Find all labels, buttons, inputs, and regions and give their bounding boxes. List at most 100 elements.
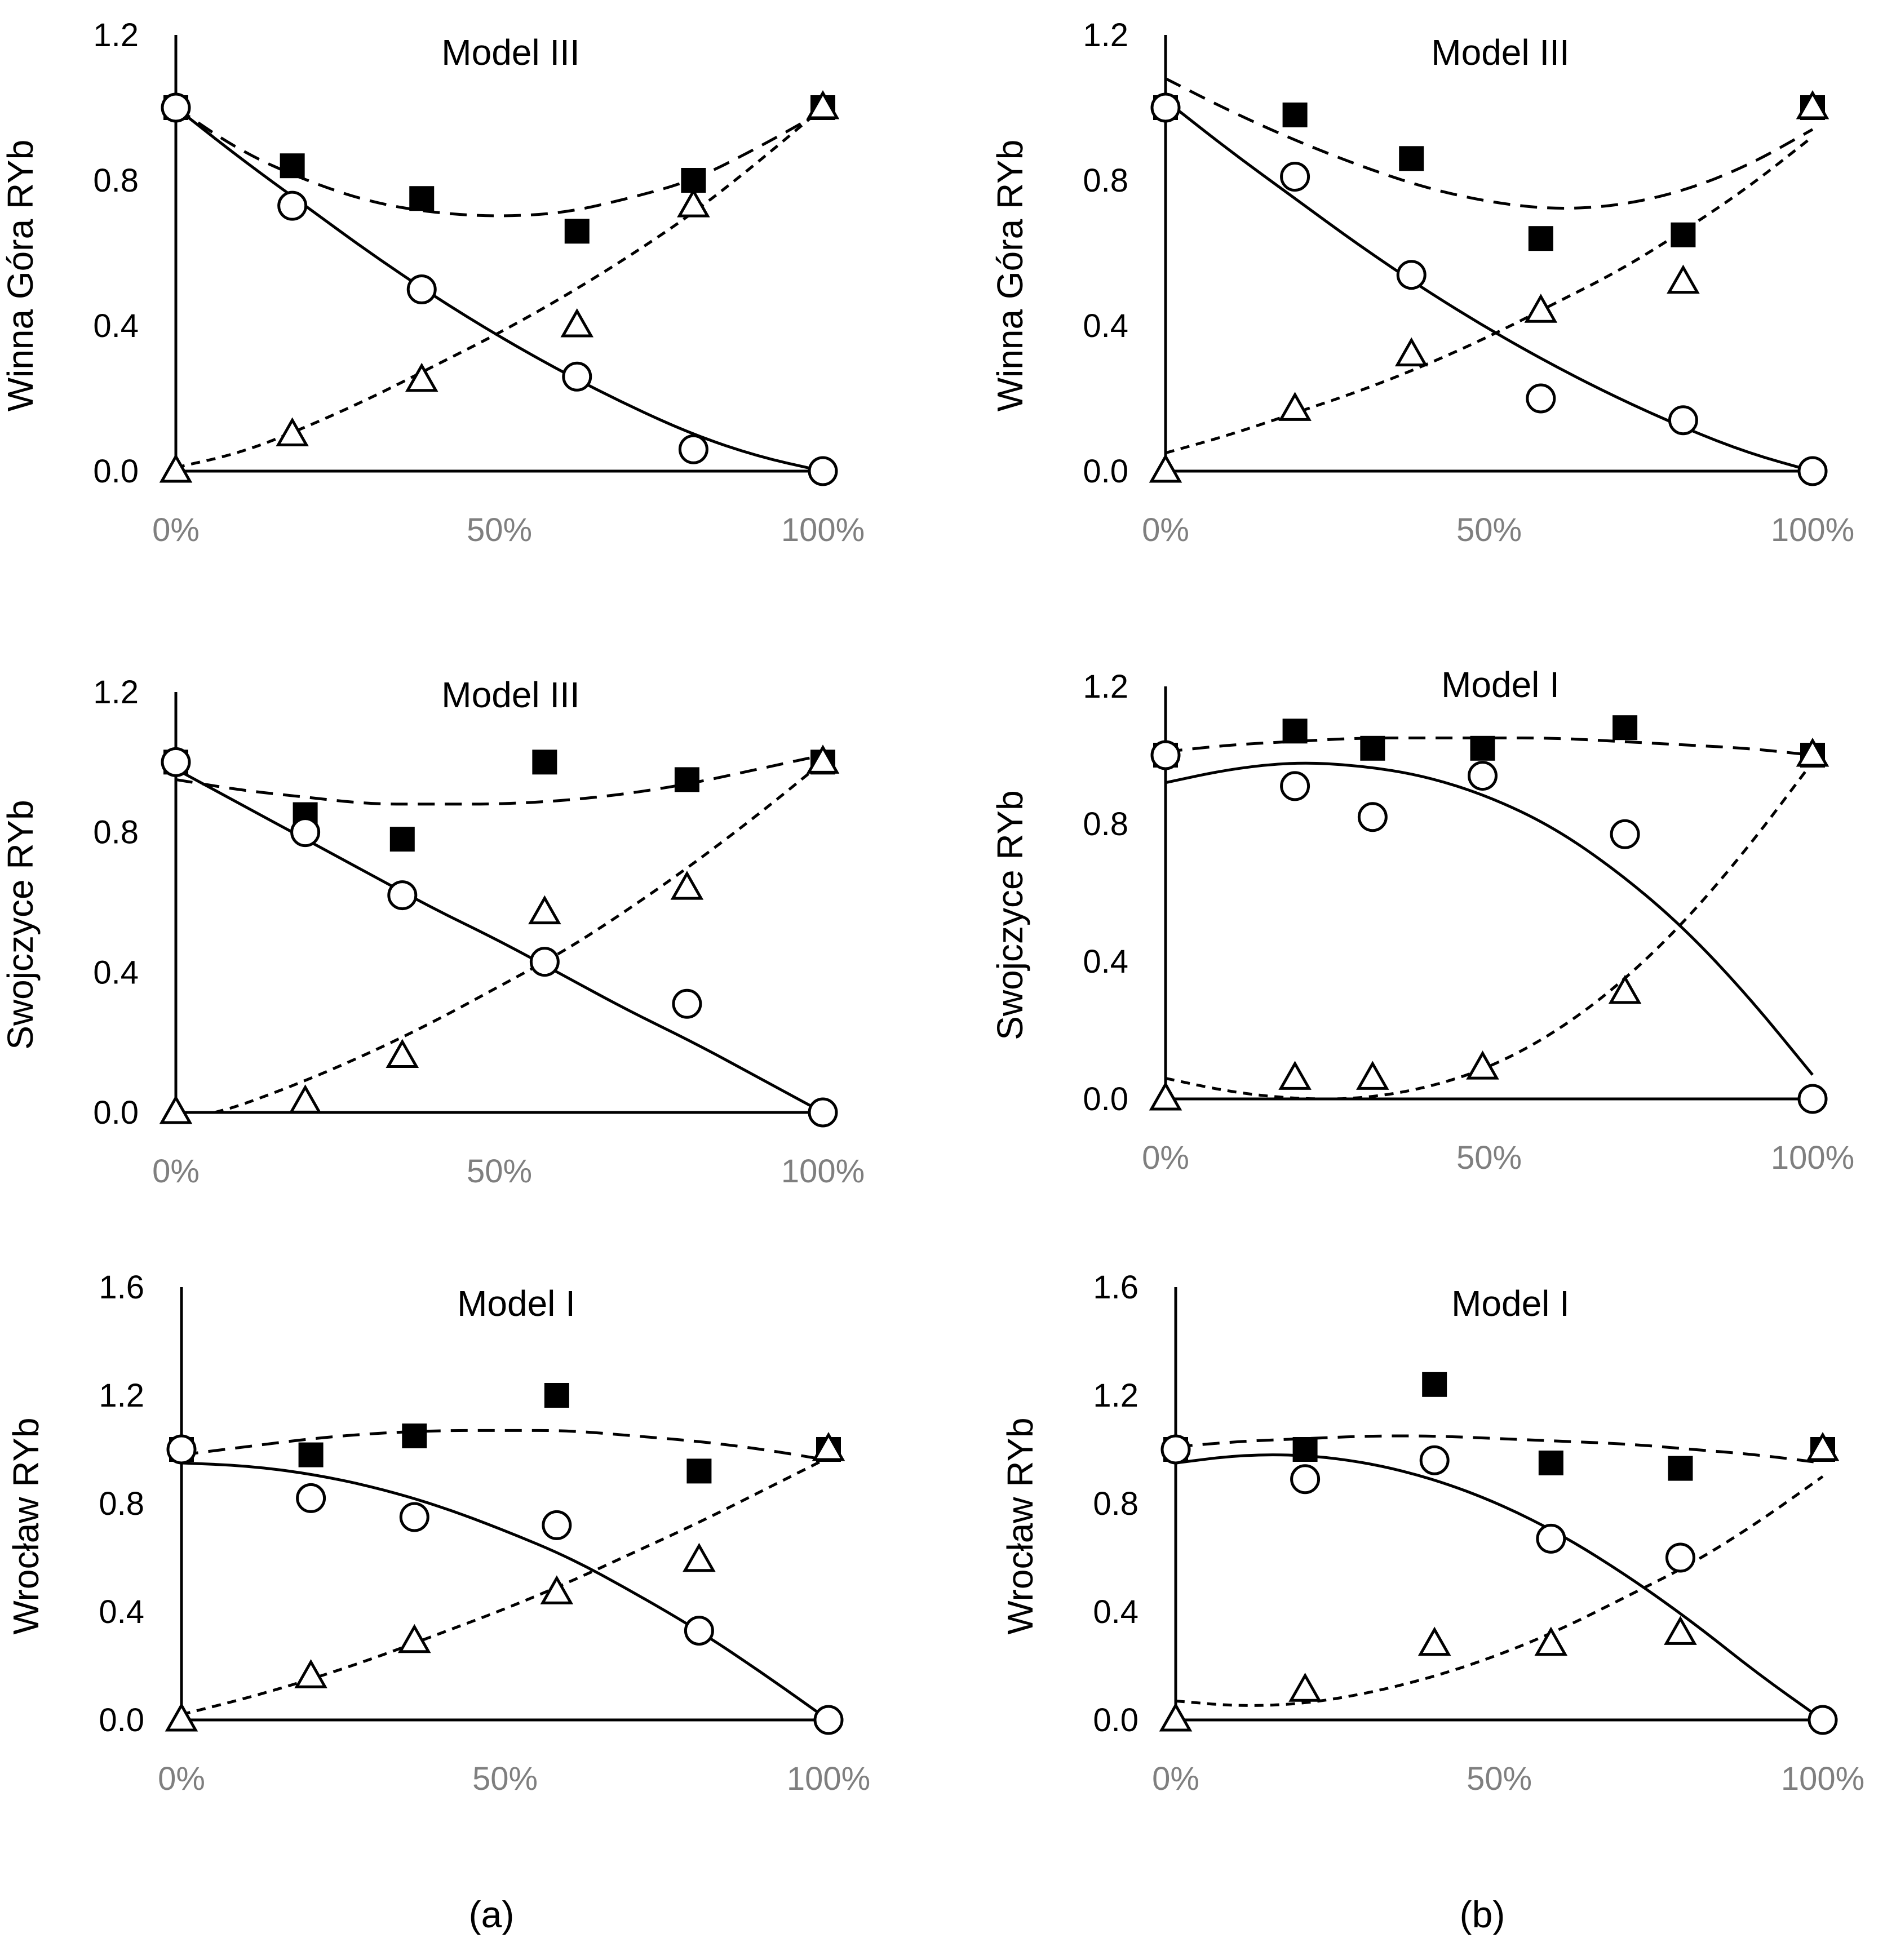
triangle-marker [289,1084,322,1114]
square-marker [402,1424,427,1448]
trendline-triangles [214,761,824,1114]
y-tick-label: 0.0 [93,453,139,490]
y-tick-label: 0.4 [1083,308,1128,344]
circle-marker [808,1097,838,1128]
x-tick-label: 50% [467,1153,532,1190]
triangle-marker [397,1624,431,1653]
circle-marker [1396,260,1427,290]
triangle-marker [677,188,710,218]
chart-panel-1: 0.0 0.4 0.8 1.2 0% 50% 100% Model III Winna Góra… [0,17,865,548]
y-tick-label: 1.2 [1083,668,1128,705]
triangle-marker [806,90,840,119]
x-tick-label: 100% [781,512,865,548]
triangle-marker [812,1431,845,1461]
square-marker [544,1383,569,1408]
triangle-marker [1149,453,1182,483]
x-tick-label: 0% [152,512,200,548]
square-marker [674,767,699,792]
y-tick-label: 1.2 [93,17,139,54]
y-tick-label: 0.0 [1083,453,1128,490]
circle-marker [1419,1445,1450,1475]
circle-marker [1280,771,1310,801]
square-marker [1360,735,1385,761]
triangle-marker [670,871,704,900]
square-marker [1671,222,1696,247]
square-marker [1282,719,1308,744]
triangle-marker [276,417,309,446]
trendline-triangles [181,1456,830,1716]
square-marker [389,827,415,852]
chart-title: Model III [1431,32,1569,73]
square-marker [686,1458,712,1484]
y-tick-label: 0.0 [93,1094,139,1131]
triangle-marker [528,895,561,925]
triangle-marker [405,362,438,392]
triangle-marker [540,1575,574,1604]
x-tick-label: 100% [1771,512,1854,548]
circle-marker [290,817,321,848]
y-tick-label: 0.8 [1083,162,1128,199]
caption-b: (b) [1460,1894,1505,1935]
y-tick-label: 1.2 [1083,17,1128,54]
triangle-marker [683,1542,716,1572]
circle-marker [529,947,560,977]
square-marker [409,186,435,211]
y-axis-label: Swojczyce RYb [990,790,1030,1040]
triangle-marker [165,1702,198,1732]
triangle-marker [386,1039,419,1068]
chart-title: Model III [441,675,579,715]
chart-title: Model I [1451,1283,1570,1324]
triangle-marker [1608,974,1642,1004]
y-tick-label: 0.4 [1083,943,1128,980]
circle-marker [1280,162,1310,192]
x-tick-label: 100% [787,1761,870,1797]
triangle-marker [1524,294,1558,323]
y-tick-label: 0.8 [1093,1485,1139,1522]
y-tick-label: 0.8 [1083,806,1128,842]
triangle-marker [1278,392,1312,421]
x-tick-label: 50% [472,1761,538,1797]
chart-title: Model III [441,32,579,73]
circle-marker [813,1705,844,1735]
y-tick-label: 0.0 [1083,1081,1128,1118]
triangle-marker [1667,264,1700,294]
circle-marker [562,361,592,392]
triangle-marker [1417,1626,1451,1656]
circle-marker [277,190,308,221]
chart-panel-6: 0.0 0.4 0.8 1.2 1.6 0% 50% 100% Model I Wrocław R… [1000,1269,1864,1797]
trendline-triangles [1165,761,1814,1101]
triangle-marker [806,744,840,774]
square-marker [1422,1372,1447,1397]
triangle-marker [1664,1616,1697,1645]
triangle-marker [560,308,594,338]
triangle-marker [1159,1702,1193,1732]
panels: 0.0 0.4 0.8 1.2 0% 50% 100% Model III Winna Góra… [0,17,1864,1797]
trendline-squares [175,753,823,806]
triangle-marker [1278,1061,1312,1090]
trendline-squares [1165,736,1813,757]
circle-marker [161,747,191,777]
circle-marker [161,92,191,123]
circle-marker [1468,761,1498,791]
x-tick-label: 50% [1456,512,1522,548]
trendline-triangles [1165,135,1814,455]
circle-marker [296,1483,326,1513]
triangle-marker [159,453,193,483]
y-tick-label: 1.6 [1093,1269,1139,1306]
square-marker [1292,1437,1318,1462]
x-tick-label: 0% [152,1153,200,1190]
x-tick-label: 50% [467,512,532,548]
triangle-marker [1356,1061,1389,1090]
triangle-marker [1796,90,1829,119]
circle-marker [1150,92,1181,123]
circle-marker [1526,383,1556,414]
trendline-circles [1164,99,1813,473]
y-axis-label: Winna Góra RYb [0,140,41,412]
y-tick-label: 0.0 [1093,1702,1139,1739]
circle-marker [1610,819,1640,849]
square-marker [564,219,590,244]
circle-marker [166,1434,197,1465]
x-tick-label: 100% [781,1153,865,1190]
triangle-marker [1806,1431,1840,1461]
